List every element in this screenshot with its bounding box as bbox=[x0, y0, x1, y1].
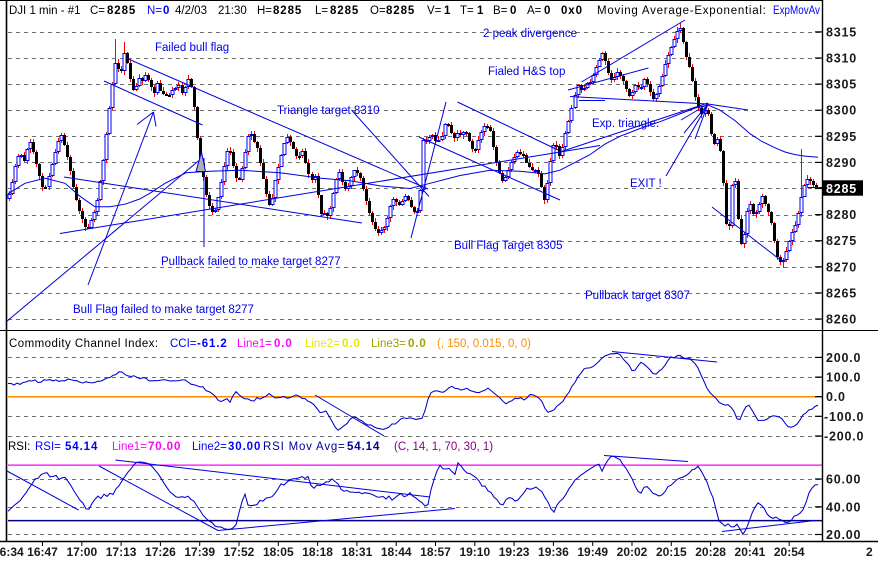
svg-text:-100.0: -100.0 bbox=[824, 410, 864, 424]
svg-text:18:05: 18:05 bbox=[263, 545, 294, 559]
svg-text:16:34: 16:34 bbox=[0, 545, 24, 559]
svg-text:40.00: 40.00 bbox=[826, 500, 861, 514]
svg-text:8265: 8265 bbox=[826, 286, 857, 300]
svg-text:8315: 8315 bbox=[826, 25, 857, 39]
svg-text:Fialed H&S top: Fialed H&S top bbox=[488, 66, 565, 78]
svg-text:60.00: 60.00 bbox=[826, 473, 861, 487]
svg-text:2: 2 bbox=[866, 545, 873, 559]
svg-text:20:02: 20:02 bbox=[617, 545, 648, 559]
svg-text:Exp. triangle.: Exp. triangle. bbox=[592, 118, 659, 130]
svg-text:8310: 8310 bbox=[826, 52, 857, 66]
svg-text:8285: 8285 bbox=[826, 182, 857, 196]
svg-text:19:49: 19:49 bbox=[577, 545, 608, 559]
svg-text:Bull Flag failed to make targe: Bull Flag failed to make target 8277 bbox=[73, 304, 254, 316]
svg-text:17:52: 17:52 bbox=[224, 545, 255, 559]
svg-text:19:36: 19:36 bbox=[538, 545, 569, 559]
svg-text:19:23: 19:23 bbox=[499, 545, 530, 559]
svg-text:17:13: 17:13 bbox=[106, 545, 137, 559]
svg-text:20:28: 20:28 bbox=[695, 545, 726, 559]
svg-text:20:41: 20:41 bbox=[735, 545, 766, 559]
svg-text:100.0: 100.0 bbox=[826, 371, 861, 385]
svg-text:20:54: 20:54 bbox=[774, 545, 805, 559]
svg-text:8295: 8295 bbox=[826, 130, 857, 144]
svg-text:8305: 8305 bbox=[826, 78, 857, 92]
svg-text:8260: 8260 bbox=[826, 313, 857, 327]
svg-text:18:31: 18:31 bbox=[342, 545, 373, 559]
svg-text:Failed bull flag: Failed bull flag bbox=[155, 42, 229, 54]
svg-text:EXIT !: EXIT ! bbox=[630, 178, 662, 190]
svg-text:20.00: 20.00 bbox=[826, 528, 861, 542]
svg-text:2 peak divergence: 2 peak divergence bbox=[483, 28, 577, 40]
svg-text:19:10: 19:10 bbox=[459, 545, 490, 559]
svg-text:18:44: 18:44 bbox=[381, 545, 412, 559]
svg-text:Bull Flag Target 8305: Bull Flag Target 8305 bbox=[454, 240, 562, 252]
svg-text:8290: 8290 bbox=[826, 156, 857, 170]
svg-text:Commodity Channel Index:CCI=-6: Commodity Channel Index: CCI=-61.2 Line1= 0… bbox=[9, 338, 531, 350]
svg-text:18:57: 18:57 bbox=[420, 545, 451, 559]
svg-text:-200.0: -200.0 bbox=[824, 430, 864, 444]
svg-text:0.0: 0.0 bbox=[826, 390, 846, 404]
svg-text:Triangle target 8310: Triangle target 8310 bbox=[277, 105, 380, 117]
svg-text:18:18: 18:18 bbox=[302, 545, 333, 559]
svg-text:20:15: 20:15 bbox=[656, 545, 687, 559]
svg-text:16:47: 16:47 bbox=[27, 545, 58, 559]
svg-text:Pullback failed to make target: Pullback failed to make target 8277 bbox=[161, 256, 341, 268]
svg-text:8280: 8280 bbox=[826, 208, 857, 222]
svg-text:17:00: 17:00 bbox=[66, 545, 97, 559]
svg-text:17:39: 17:39 bbox=[184, 545, 215, 559]
svg-text:8270: 8270 bbox=[826, 260, 857, 274]
svg-text:Pullback target 8307: Pullback target 8307 bbox=[585, 290, 690, 302]
svg-text:200.0: 200.0 bbox=[826, 351, 861, 365]
svg-text:8300: 8300 bbox=[826, 104, 857, 118]
svg-text:17:26: 17:26 bbox=[145, 545, 176, 559]
svg-text:8275: 8275 bbox=[826, 234, 857, 248]
